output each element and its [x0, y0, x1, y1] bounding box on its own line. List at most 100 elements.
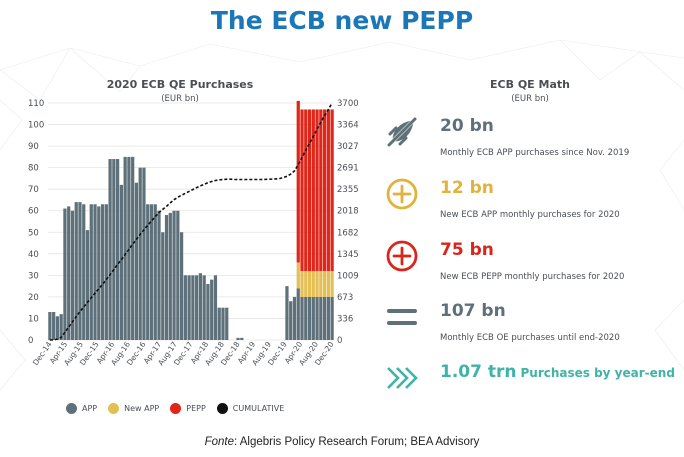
bar-app	[52, 311, 56, 340]
bar-app	[153, 204, 157, 340]
legend-label: APP	[82, 403, 98, 413]
bar-app	[187, 275, 191, 340]
math-desc: Monthly ECB APP purchases since Nov. 201…	[440, 148, 630, 158]
bar-app	[112, 159, 116, 340]
bar-app	[292, 296, 297, 340]
bar-app	[300, 296, 304, 340]
bar-app	[149, 204, 154, 340]
bar-app	[330, 296, 334, 340]
bar-app	[176, 210, 180, 340]
bar-app	[195, 275, 199, 340]
legend-swatch	[170, 402, 182, 414]
bar-new-app	[304, 271, 308, 297]
source-text: : Algebris Policy Research Forum; BEA Ad…	[233, 436, 480, 448]
plus-circle-icon	[386, 178, 418, 210]
math-desc: Monthly ECB OE purchases until end-2020	[440, 333, 620, 343]
bar-pepp	[322, 109, 327, 272]
bar-app	[206, 283, 210, 340]
bar-pepp	[296, 100, 300, 263]
legend-item-new-app: New APP	[108, 402, 160, 414]
bar-app	[119, 184, 123, 340]
bar-app	[78, 202, 82, 340]
bar-app	[172, 210, 176, 340]
bar-pepp	[326, 109, 330, 272]
bar-app	[296, 288, 300, 340]
math-value: 107 bn	[440, 301, 506, 321]
bar-app	[55, 316, 60, 340]
bar-app	[322, 296, 327, 340]
math-desc: New ECB PEPP monthly purchases for 2020	[440, 272, 625, 282]
double-chevron-right-icon	[387, 367, 418, 389]
bar-app	[311, 296, 315, 340]
bar-app	[198, 273, 203, 340]
legend-item-pepp: PEPP	[170, 402, 206, 414]
plus-circle-icon	[386, 240, 418, 272]
bar-app	[131, 156, 135, 340]
qe-purchases-chart: 0 10 20 30 40 50 60 70 80 90 100 110 0 336 673 1009 1345…	[28, 99, 359, 367]
bar-new-app	[296, 262, 300, 289]
bar-app	[157, 210, 161, 340]
right-tick-label: 2691	[337, 164, 359, 174]
bar-app	[307, 296, 312, 340]
right-tick-label: 3027	[337, 142, 359, 152]
legend-swatch	[66, 402, 77, 414]
left-tick-label: 80	[28, 164, 39, 174]
bar-app	[67, 206, 71, 340]
bar-app	[70, 210, 75, 340]
bar-app	[108, 159, 112, 340]
bar-pepp	[307, 109, 312, 272]
bar-app	[93, 204, 97, 340]
legend-label: New APP	[124, 403, 160, 413]
left-tick-label: 90	[28, 142, 39, 152]
math-title: ECB QE Math	[490, 78, 570, 91]
bar-app	[104, 204, 108, 340]
bar-new-app	[311, 271, 315, 297]
bar-new-app	[307, 271, 312, 297]
bar-app	[304, 296, 308, 340]
bar-app	[240, 337, 244, 340]
bar-app	[82, 204, 86, 340]
left-tick-label: 110	[28, 99, 44, 109]
bar-app	[217, 307, 221, 340]
bar-new-app	[319, 271, 323, 297]
page-title: The ECB new PEPP	[210, 6, 474, 35]
legend-label: CUMULATIVE	[232, 403, 285, 413]
right-tick-label: 1345	[337, 250, 359, 260]
bar-new-app	[322, 271, 327, 297]
left-tick-label: 60	[28, 207, 39, 217]
left-tick-label: 30	[28, 271, 39, 281]
bar-app	[138, 167, 142, 340]
bar-app	[319, 296, 323, 340]
bar-app	[74, 202, 78, 340]
bar-pepp	[300, 109, 304, 272]
math-total-value: 1.07 trn	[440, 362, 517, 382]
bar-app	[100, 204, 105, 340]
bar-app	[63, 208, 67, 340]
right-tick-label: 1009	[337, 271, 359, 281]
bar-app	[59, 314, 63, 340]
chart-subtitle: (EUR bn)	[161, 94, 199, 104]
bar-app	[202, 275, 206, 340]
bar-app	[97, 206, 101, 340]
bar-pepp	[315, 109, 319, 272]
bar-app	[210, 279, 214, 340]
bar-app	[191, 275, 195, 340]
bar-app	[164, 215, 169, 340]
bar-app	[221, 307, 225, 340]
equals-icon	[387, 309, 417, 325]
bar-app	[146, 204, 150, 340]
no-rocket-icon	[387, 117, 417, 147]
bar-new-app	[315, 271, 319, 297]
legend-label: PEPP	[186, 403, 206, 413]
legend-item-app: APP	[66, 402, 98, 414]
bar-app	[289, 301, 293, 340]
math-value: 75 bn	[440, 240, 494, 260]
bar-app	[134, 182, 139, 340]
bar-app	[48, 311, 52, 340]
bar-pepp	[311, 109, 315, 272]
bar-app	[127, 156, 131, 340]
right-tick-label: 0	[337, 336, 342, 346]
bar-app	[183, 275, 187, 340]
bar-new-app	[300, 271, 304, 297]
